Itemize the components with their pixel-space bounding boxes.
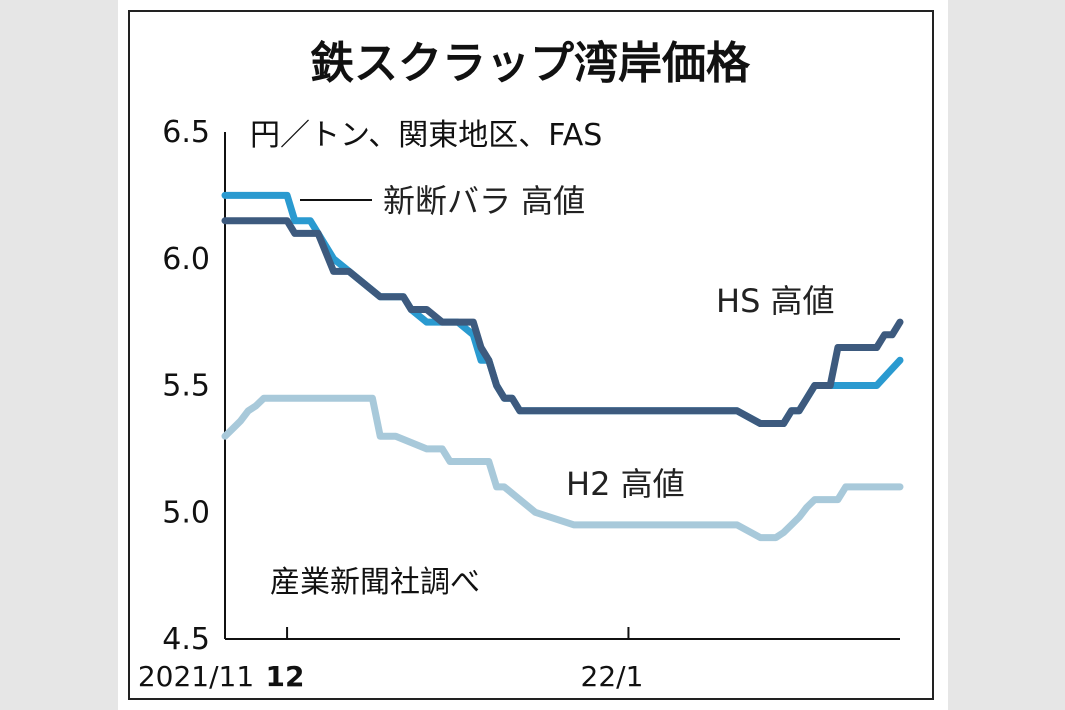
series-line-hs [221, 217, 904, 427]
chart-subtitle: 円／トン、関東地区、FAS [250, 118, 602, 153]
y-tick-label: 6.5 [162, 115, 210, 150]
x-tick-labels: 2021/11 12 22/1 [138, 627, 644, 693]
x-tick-label: 22/1 [581, 660, 644, 693]
x-tick-label: 2021/11 [138, 660, 254, 693]
chart-frame [128, 10, 934, 700]
y-tick-label: 5.0 [162, 495, 210, 530]
series-label-shindan: 新断バラ 高値 [383, 182, 585, 220]
y-tick-label: 5.5 [162, 369, 210, 404]
source-note: 産業新聞社調べ [270, 565, 480, 600]
y-tick-labels: 6.5 6.0 5.5 5.0 4.5 [162, 115, 210, 657]
x-tick-label: 12 [266, 660, 305, 693]
y-tick-label: 4.5 [162, 622, 210, 657]
y-tick-label: 6.0 [162, 242, 210, 277]
series-line-h2 [221, 394, 904, 542]
series-label-hs: HS 高値 [716, 282, 835, 320]
chart-panel [118, 0, 948, 710]
series-label-h2: H2 高値 [566, 465, 685, 503]
chart-title: 鉄スクラップ湾岸価格 [310, 38, 751, 89]
series-lines [221, 191, 904, 542]
